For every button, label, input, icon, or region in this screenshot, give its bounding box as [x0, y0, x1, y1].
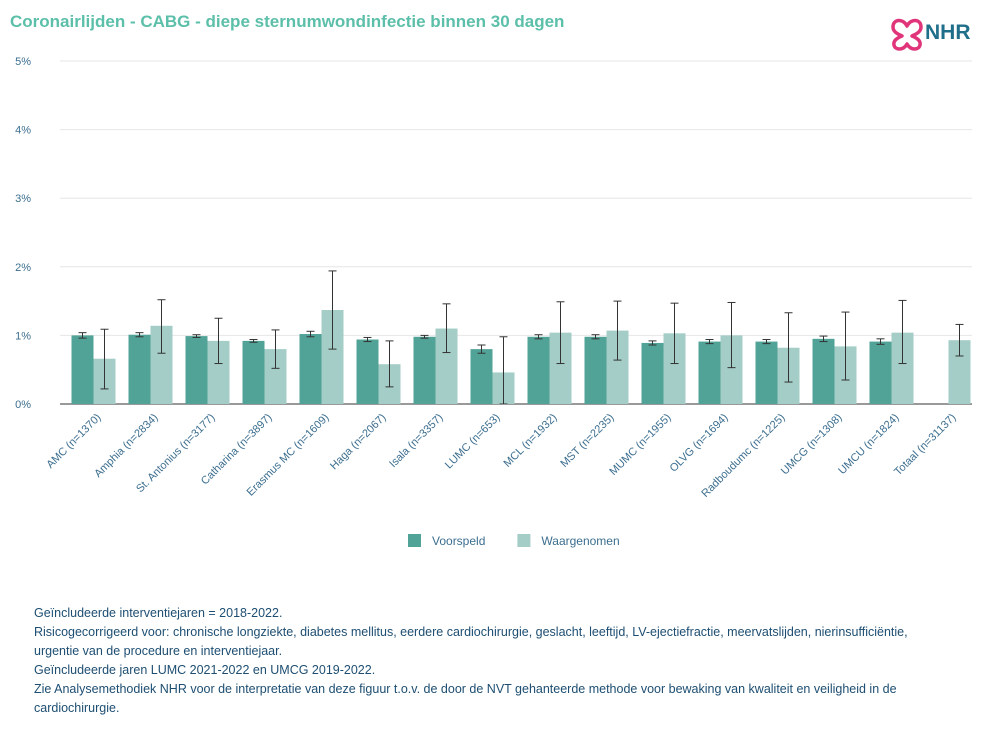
bar-voorspeld [812, 338, 835, 404]
footnote-risk-adjustment: Risicogecorrigeerd voor: chronische long… [34, 625, 908, 658]
bar-voorspeld [299, 334, 322, 404]
bar-waargenomen [720, 335, 743, 404]
chart-title: Coronairlijden - CABG - diepe sternumwon… [10, 12, 565, 31]
legend-label: Waargenomen [541, 534, 619, 548]
bar-waargenomen [663, 333, 686, 404]
bar-waargenomen [207, 340, 230, 404]
bar-voorspeld [71, 335, 94, 404]
x-tick-label: MCL (n=1932) [501, 412, 559, 470]
x-tick-label: OLVG (n=1694) [668, 412, 731, 475]
footnote-methodology: Zie Analysemethodiek NHR voor de interpr… [34, 682, 897, 715]
x-tick-label: Haga (n=2067) [328, 412, 389, 473]
x-tick-label: MUMC (n=1955) [607, 412, 673, 478]
footnotes: Geïncludeerde interventiejaren = 2018-20… [34, 604, 954, 718]
x-tick-label: AMC (n=1370) [44, 412, 103, 471]
x-tick-label: UMCU (n=1824) [836, 412, 901, 477]
legend-swatch [408, 534, 421, 547]
bar-voorspeld [242, 340, 265, 404]
x-tick-label: UMCG (n=1308) [779, 412, 845, 478]
bar-voorspeld [128, 334, 151, 404]
heart-logo-icon [891, 18, 923, 51]
bar-voorspeld [755, 341, 778, 404]
legend-label: Voorspeld [432, 534, 485, 548]
legend-swatch [517, 534, 531, 547]
x-tick-label: LUMC (n=653) [443, 412, 503, 472]
bar-waargenomen [948, 340, 971, 404]
y-tick-label: 3% [15, 193, 31, 205]
bar-waargenomen [606, 330, 629, 404]
bar-waargenomen [549, 332, 572, 404]
y-tick-label: 1% [15, 330, 31, 342]
x-tick-label: Isala (n=3357) [387, 412, 445, 470]
footnote-years: Geïncludeerde interventiejaren = 2018-20… [34, 606, 283, 620]
bar-voorspeld [527, 336, 550, 404]
bar-waargenomen [891, 332, 914, 404]
bar-voorspeld [356, 339, 379, 404]
bar-chart: 0%1%2%3%4%5%AMC (n=1370)Amphia (n=2834)S… [15, 56, 972, 548]
x-tick-label: Totaal (n=31137) [892, 412, 959, 479]
bar-voorspeld [185, 336, 208, 404]
y-tick-label: 0% [15, 399, 31, 411]
bar-waargenomen [264, 349, 287, 404]
bar-waargenomen [435, 328, 458, 404]
bar-waargenomen [321, 310, 344, 404]
bar-voorspeld [869, 341, 892, 404]
bar-voorspeld [413, 336, 436, 404]
bar-voorspeld [698, 341, 721, 404]
footnote-included-years: Geïncludeerde jaren LUMC 2021-2022 en UM… [34, 663, 376, 677]
bar-voorspeld [470, 349, 493, 404]
logo-text: NHR [925, 21, 971, 44]
bar-waargenomen [150, 325, 173, 404]
y-tick-label: 5% [15, 56, 31, 68]
bar-voorspeld [641, 342, 664, 404]
nhr-logo: NHR [890, 16, 982, 56]
y-tick-label: 4% [15, 125, 31, 137]
x-tick-label: MST (n=2235) [558, 412, 616, 470]
y-tick-label: 2% [15, 262, 31, 274]
bar-voorspeld [584, 336, 607, 404]
